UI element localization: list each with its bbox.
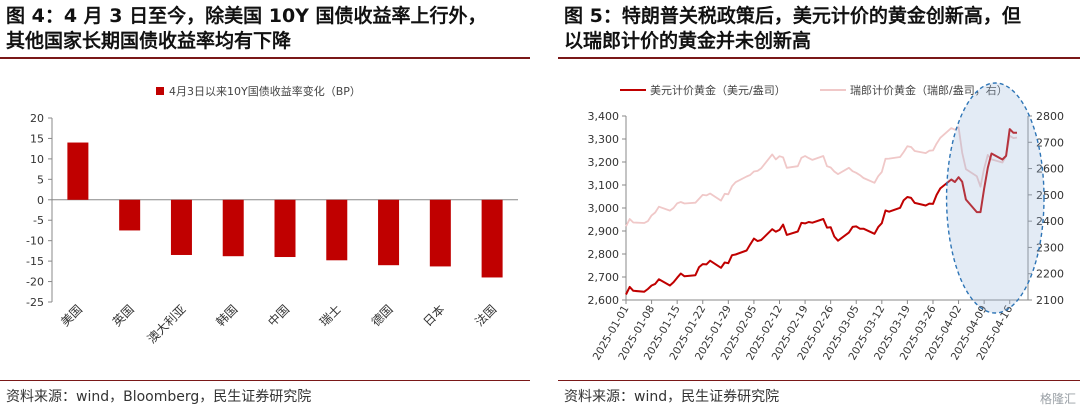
y-tick-label: -15 bbox=[26, 255, 44, 268]
highlight-ellipse bbox=[945, 82, 1045, 314]
left-y-tick-label: 3,000 bbox=[588, 202, 620, 215]
figure-4-title: 图 4：4 月 3 日至今，除美国 10Y 国债收益率上行外， 其他国家长期国债… bbox=[6, 4, 518, 54]
category-label: 英国 bbox=[110, 302, 137, 329]
bar bbox=[67, 142, 89, 200]
right-y-tick-label: 2800 bbox=[1036, 110, 1064, 123]
bar bbox=[274, 199, 296, 258]
y-tick-label: 5 bbox=[37, 173, 44, 186]
category-label: 中国 bbox=[265, 302, 293, 330]
category-label: 瑞士 bbox=[317, 302, 344, 329]
bar bbox=[170, 199, 192, 255]
usd-gold-line bbox=[625, 128, 1017, 295]
y-tick-label: -25 bbox=[26, 296, 44, 309]
watermark-text: 格隆汇 bbox=[1039, 392, 1076, 406]
line-chart: 美元计价黄金（美元/盎司） 瑞郎计价黄金（瑞郎/盎司，右） 3,400 3,300 3,… bbox=[588, 82, 1064, 362]
bar bbox=[119, 199, 141, 231]
figure-4-title-line2: 其他国家长期国债收益率均有下降 bbox=[6, 30, 292, 52]
figure-5-bottom-rule bbox=[558, 380, 1080, 381]
figure-5-title: 图 5：特朗普关税政策后，美元计价的黄金创新高，但 以瑞郎计价的黄金并未创新高 bbox=[564, 4, 1076, 54]
y-tick-label: -10 bbox=[26, 235, 44, 248]
y-tick-label: 0 bbox=[37, 194, 44, 207]
category-label: 澳大利亚 bbox=[145, 302, 189, 346]
right-y-tick-label: 2600 bbox=[1036, 163, 1064, 176]
left-y-tick-label: 3,300 bbox=[588, 133, 620, 146]
category-label: 法国 bbox=[472, 302, 499, 329]
bar bbox=[378, 199, 400, 266]
bar bbox=[481, 199, 503, 278]
figure-5-title-line2: 以瑞郎计价的黄金并未创新高 bbox=[564, 30, 812, 52]
y-tick-label: 20 bbox=[30, 112, 44, 125]
right-y-tick-label: 2200 bbox=[1036, 268, 1064, 281]
left-y-tick-label: 2,900 bbox=[588, 225, 620, 238]
figure-5-panel: 图 5：特朗普关税政策后，美元计价的黄金创新高，但 以瑞郎计价的黄金并未创新高 … bbox=[558, 0, 1080, 411]
legend-label-chf: 瑞郎计价黄金（瑞郎/盎司，右） bbox=[850, 83, 1008, 97]
left-y-tick-label: 3,200 bbox=[588, 156, 620, 169]
bar bbox=[326, 199, 348, 261]
figure-5-top-rule bbox=[558, 57, 1080, 59]
figure-4-bottom-rule bbox=[0, 380, 530, 381]
legend-swatch bbox=[156, 87, 164, 95]
left-y-tick-label: 3,100 bbox=[588, 179, 620, 192]
right-y-tick-label: 2700 bbox=[1036, 136, 1064, 149]
right-y-tick-label: 2100 bbox=[1036, 294, 1064, 307]
category-label: 日本 bbox=[421, 302, 448, 329]
category-label: 韩国 bbox=[213, 302, 241, 330]
figure-4-title-line1: 图 4：4 月 3 日至今，除美国 10Y 国债收益率上行外， bbox=[6, 5, 487, 27]
legend-label: 4月3日以来10Y国债收益率变化（BP） bbox=[169, 84, 361, 98]
left-y-tick-label: 2,800 bbox=[588, 248, 620, 261]
figure-5-source: 资料来源：wind，民生证券研究院 bbox=[564, 389, 780, 405]
y-tick-label: 10 bbox=[30, 153, 44, 166]
figure-4-top-rule bbox=[0, 57, 530, 59]
figure-4-panel: 图 4：4 月 3 日至今，除美国 10Y 国债收益率上行外， 其他国家长期国债… bbox=[0, 0, 530, 411]
bar-chart: 4月3日以来10Y国债收益率变化（BP） 20 15 10 5 0 -5 -10 -15 -20 -… bbox=[26, 84, 518, 346]
left-y-tick-label: 3,400 bbox=[588, 110, 620, 123]
left-y-tick-label: 2,600 bbox=[588, 294, 620, 307]
category-label: 德国 bbox=[368, 302, 396, 330]
category-label: 美国 bbox=[58, 302, 85, 329]
y-tick-label: 15 bbox=[30, 132, 44, 145]
bar bbox=[429, 199, 451, 267]
figure-4-source: 资料来源：wind，Bloomberg，民生证券研究院 bbox=[6, 389, 312, 405]
y-tick-label: -20 bbox=[26, 276, 44, 289]
right-y-tick-label: 2400 bbox=[1036, 215, 1064, 228]
y-tick-label: -5 bbox=[33, 214, 44, 227]
legend-label-usd: 美元计价黄金（美元/盎司） bbox=[650, 83, 786, 97]
left-y-tick-label: 2,700 bbox=[588, 271, 620, 284]
figure-5-title-line1: 图 5：特朗普关税政策后，美元计价的黄金创新高，但 bbox=[564, 5, 1021, 27]
right-y-tick-label: 2500 bbox=[1036, 189, 1064, 202]
bar bbox=[222, 199, 244, 257]
right-y-tick-label: 2300 bbox=[1036, 241, 1064, 254]
